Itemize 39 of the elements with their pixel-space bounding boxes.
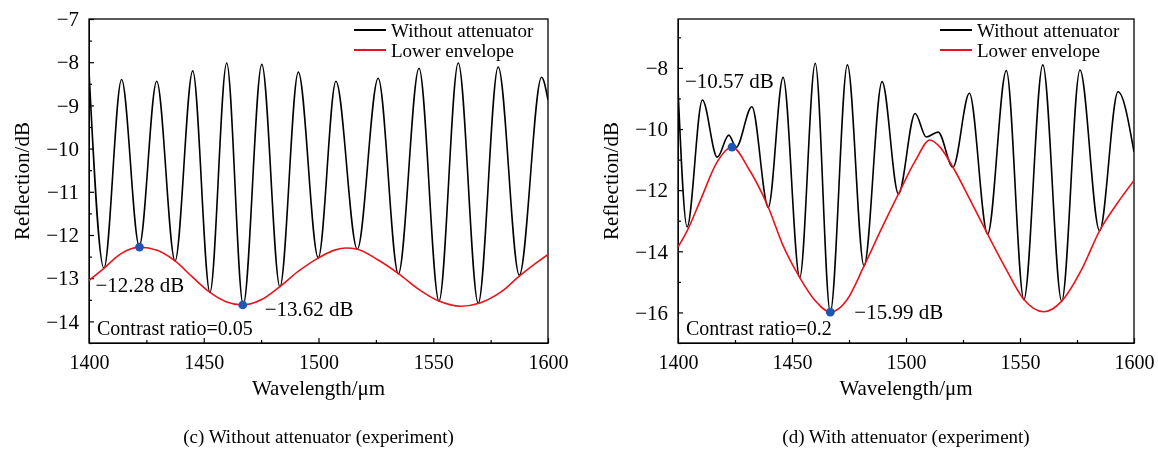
x-tick-label: 1450 [772,351,813,374]
y-tick-label: −10 [46,136,79,161]
x-tick-label: 1600 [1114,351,1155,374]
x-tick-label: 1400 [658,351,699,374]
y-tick-label: −10 [635,117,668,142]
text: (c) Without attenuator (experiment) [183,426,454,448]
y-tick-label: −7 [56,7,79,32]
x-tick-label: 1400 [69,351,110,374]
x-tick-label: 1550 [413,351,454,374]
annotation: −10.57 dB [685,69,774,94]
text: (d) With attenuator (experiment) [782,426,1030,448]
y-axis-title: Reflection/dB [599,122,623,240]
y-tick-label: −13 [46,266,79,291]
x-tick-label: 1550 [1000,351,1041,374]
annotation: Contrast ratio=0.2 [686,317,832,339]
y-tick-label: −14 [46,309,80,334]
x-axis-title: Wavelength/μm [251,376,386,400]
x-tick-label: 1500 [299,351,339,374]
y-tick-label: −12 [635,178,668,203]
legend-label: Without attenuator [391,19,534,41]
annotation: −13.62 dB [264,297,354,322]
annotation: Contrast ratio=0.05 [97,317,253,339]
y-tick-label: −12 [46,223,79,248]
x-axis-title: Wavelength/μm [839,376,973,400]
x-tick-label: 1500 [886,351,927,374]
y-tick-label: −8 [56,50,79,75]
y-tick-label: −9 [56,93,79,118]
annotation: −12.28 dB [95,273,185,298]
legend-label: Lower envelope [391,39,514,61]
legend-label: Without attenuator [977,19,1120,41]
y-axis-title: Reflection/dB [10,122,34,240]
y-tick-label: −16 [635,300,668,325]
x-tick-label: 1600 [528,351,569,374]
y-tick-label: −11 [46,180,79,205]
x-tick-label: 1450 [184,351,225,374]
y-tick-label: −14 [635,239,669,264]
annotation: −15.99 dB [854,300,944,325]
legend-label: Lower envelope [977,39,1100,61]
y-tick-label: −8 [645,56,668,81]
